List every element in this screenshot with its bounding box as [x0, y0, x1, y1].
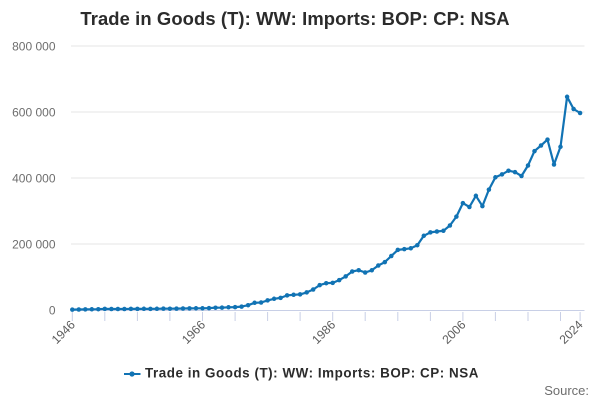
svg-text:200 000: 200 000 [12, 238, 56, 252]
svg-text:Source:: Source: [544, 383, 589, 398]
svg-text:0: 0 [49, 304, 56, 318]
svg-text:2006: 2006 [439, 318, 468, 347]
svg-text:800 000: 800 000 [12, 40, 56, 54]
svg-text:Trade in Goods (T): WW: Import: Trade in Goods (T): WW: Imports: BOP: CP… [80, 8, 509, 29]
svg-text:400 000: 400 000 [12, 172, 56, 186]
svg-text:1966: 1966 [179, 318, 208, 347]
svg-text:1946: 1946 [49, 318, 78, 347]
svg-text:1986: 1986 [309, 318, 338, 347]
svg-text:600 000: 600 000 [12, 106, 56, 120]
svg-text:2024: 2024 [557, 318, 586, 347]
svg-text:Trade in Goods (T): WW: Import: Trade in Goods (T): WW: Imports: BOP: CP… [145, 366, 479, 381]
